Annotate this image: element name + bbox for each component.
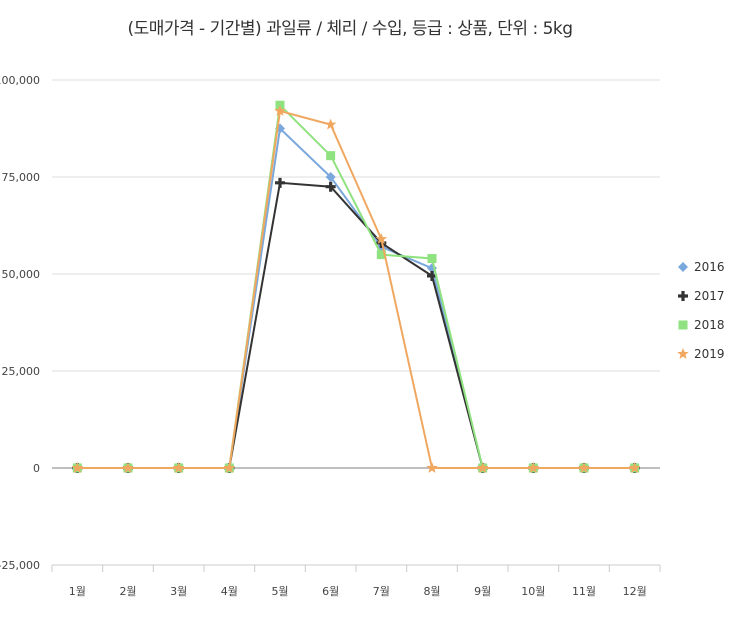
legend-marker <box>678 262 688 272</box>
data-point <box>426 462 438 473</box>
legend-item-2017: 2017 <box>678 289 725 303</box>
series-line <box>77 103 635 469</box>
data-point <box>427 270 437 281</box>
series-2018 <box>72 100 640 473</box>
legend-marker <box>678 291 689 301</box>
legend-label: 2016 <box>694 260 725 274</box>
data-point <box>326 151 336 161</box>
y-tick-label: 50,000 <box>2 268 41 281</box>
legend-item-2018: 2018 <box>678 318 725 332</box>
y-tick-label: 0 <box>33 462 40 475</box>
legend: 2016 2017 2018 2019 <box>677 260 725 361</box>
x-tick-label: 11월 <box>572 585 596 598</box>
x-tick-label: 1월 <box>69 585 86 598</box>
x-tick-label: 4월 <box>221 585 238 598</box>
x-tick-label: 12월 <box>623 585 647 598</box>
chart-title: (도매가격 - 기간별) 과일류 / 체리 / 수입, 등급 : 상품, 단위 … <box>127 19 573 39</box>
series-2016 <box>72 123 640 473</box>
series-2017 <box>72 177 640 473</box>
data-point <box>275 177 285 188</box>
x-tick-label: 5월 <box>271 585 288 598</box>
data-point <box>325 181 336 192</box>
y-tick-label: 100,000 <box>0 74 40 87</box>
grid-lines <box>52 79 660 372</box>
data-point <box>376 250 386 260</box>
data-point <box>427 253 437 263</box>
legend-label: 2017 <box>694 289 725 303</box>
x-tick-label: 9월 <box>474 585 491 598</box>
series-2019 <box>71 105 641 473</box>
data-point <box>324 118 337 130</box>
x-tick-label: 10월 <box>521 585 545 598</box>
data-point <box>71 462 84 473</box>
y-tick-label: 25,000 <box>2 365 41 378</box>
legend-item-2019: 2019 <box>677 347 725 361</box>
legend-item-2016: 2016 <box>678 260 725 274</box>
axes: -25,000 0 25,000 50,000 75,000 100,000 1월 2월 3월 4… <box>0 74 661 598</box>
x-tick-label: 7월 <box>373 585 390 598</box>
data-point <box>325 172 336 182</box>
data-point <box>172 462 185 473</box>
data-point <box>274 105 286 116</box>
y-tick-label: 75,000 <box>2 171 41 184</box>
legend-label: 2019 <box>694 347 725 361</box>
series-lines <box>71 100 641 473</box>
series-line <box>77 109 635 469</box>
data-point <box>476 462 489 473</box>
y-tick-label: -25,000 <box>0 559 40 572</box>
x-tick-label: 3월 <box>170 585 187 598</box>
data-point <box>223 462 236 473</box>
legend-marker <box>677 348 689 359</box>
legend-marker <box>678 320 688 330</box>
series-line <box>77 181 635 469</box>
x-tick-label: 2월 <box>119 585 136 598</box>
data-point <box>122 462 134 473</box>
data-point <box>628 462 641 473</box>
data-point <box>527 462 540 473</box>
legend-label: 2018 <box>694 318 725 332</box>
data-point <box>578 462 590 473</box>
data-point <box>375 233 388 244</box>
x-tick-label: 8월 <box>423 585 440 598</box>
x-tick-label: 6월 <box>322 585 339 598</box>
